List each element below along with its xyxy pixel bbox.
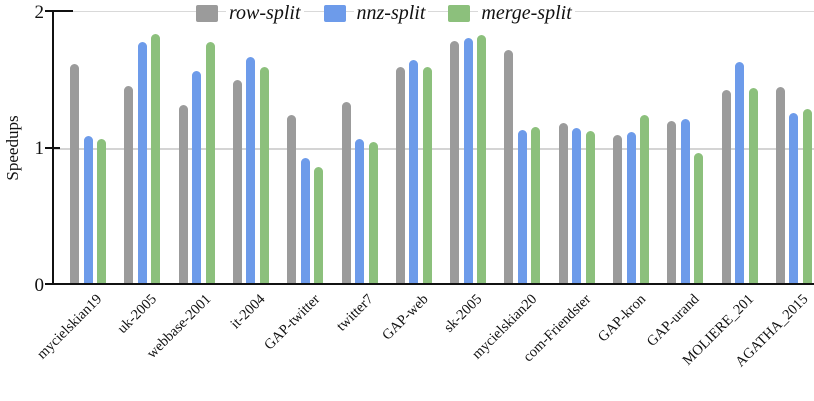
- legend-label: nnz-split: [353, 2, 429, 24]
- bar-merge-split-AGATHA_2015: [802, 109, 812, 283]
- legend-item-nnz-split: nnz-split: [323, 2, 429, 24]
- bar-row-split-sk-2005: [450, 40, 460, 283]
- bar-nnz-split-webbase-2001: [192, 70, 202, 283]
- bar-nnz-split-twitter7: [355, 139, 364, 283]
- bar-row-split-AGATHA_2015: [775, 87, 785, 283]
- bar-merge-split-sk-2005: [477, 35, 487, 283]
- bar-row-split-GAP-urand: [667, 121, 677, 283]
- x-tick-label-it-2004: it-2004: [227, 291, 269, 333]
- bar-nnz-split-mycielskian19: [83, 136, 93, 283]
- bar-nnz-split-mycielskian20: [517, 129, 527, 283]
- bar-merge-split-GAP-web: [422, 66, 432, 283]
- bar-nnz-split-uk-2005: [137, 41, 147, 283]
- legend-item-row-split: row-split: [196, 2, 304, 24]
- x-tick-label-twitter7: twitter7: [333, 291, 378, 335]
- bar-merge-split-GAP-twitter: [314, 166, 324, 283]
- bar-row-split-GAP-kron: [613, 135, 622, 283]
- bar-merge-split-GAP-kron: [640, 114, 649, 283]
- bar-row-split-MOLIERE_201: [721, 89, 731, 283]
- bar-nnz-split-sk-2005: [463, 37, 473, 283]
- bar-nnz-split-it-2004: [246, 56, 256, 283]
- bar-row-split-mycielskian20: [504, 50, 514, 283]
- bar-row-split-GAP-web: [395, 66, 405, 283]
- bar-nnz-split-AGATHA_2015: [789, 113, 799, 283]
- bar-row-split-webbase-2001: [178, 104, 188, 283]
- x-tick-label-GAP-web: GAP-web: [379, 291, 432, 344]
- x-tick-label-uk-2005: uk-2005: [114, 291, 160, 337]
- bar-nnz-split-com-Friendster: [572, 128, 582, 283]
- y-tick-label-1: 1: [34, 138, 45, 159]
- bar-nnz-split-GAP-twitter: [300, 158, 310, 283]
- y-tick-mark-2: [45, 10, 73, 12]
- bar-merge-split-mycielskian20: [531, 126, 541, 283]
- legend-item-merge-split: merge-split: [448, 2, 575, 24]
- x-tick-label-mycielskian19: mycielskian19: [34, 291, 106, 363]
- bar-merge-split-webbase-2001: [205, 41, 215, 283]
- plot-area: [45, 10, 814, 285]
- legend-label: row-split: [226, 2, 304, 24]
- legend-label: merge-split: [478, 2, 575, 24]
- bar-row-split-mycielskian19: [70, 63, 79, 283]
- bar-row-split-GAP-twitter: [287, 114, 297, 283]
- x-tick-label-GAP-twitter: GAP-twitter: [260, 291, 323, 354]
- x-tick-label-GAP-urand: GAP-urand: [644, 291, 703, 350]
- bar-merge-split-MOLIERE_201: [748, 88, 758, 283]
- bar-nnz-split-GAP-web: [409, 59, 419, 283]
- bar-row-split-uk-2005: [124, 85, 134, 283]
- y-tick-label-0: 0: [34, 275, 45, 296]
- nnz-split-swatch: [323, 4, 346, 22]
- x-tick-label-GAP-kron: GAP-kron: [594, 291, 649, 346]
- y-tick-mark-1: [45, 147, 60, 149]
- bar-merge-split-mycielskian19: [97, 139, 106, 283]
- bar-nnz-split-GAP-kron: [626, 132, 636, 283]
- y-tick-label-2: 2: [34, 2, 45, 23]
- bar-nnz-split-MOLIERE_201: [735, 62, 745, 283]
- y-tick-mark-0: [45, 283, 54, 285]
- bar-merge-split-GAP-urand: [694, 152, 704, 283]
- gridline-y1: [54, 148, 814, 150]
- row-split-swatch: [196, 4, 218, 22]
- bar-row-split-twitter7: [341, 102, 351, 283]
- bar-merge-split-uk-2005: [151, 33, 161, 283]
- bar-row-split-com-Friendster: [558, 122, 568, 283]
- bar-row-split-it-2004: [232, 80, 242, 283]
- legend: row-split nnz-split merge-split: [196, 2, 575, 24]
- bar-nnz-split-GAP-urand: [680, 118, 690, 283]
- bar-merge-split-com-Friendster: [585, 130, 595, 283]
- x-tick-label-sk-2005: sk-2005: [441, 291, 486, 336]
- bar-merge-split-twitter7: [368, 141, 378, 283]
- merge-split-swatch: [448, 4, 471, 22]
- bar-merge-split-it-2004: [259, 66, 269, 283]
